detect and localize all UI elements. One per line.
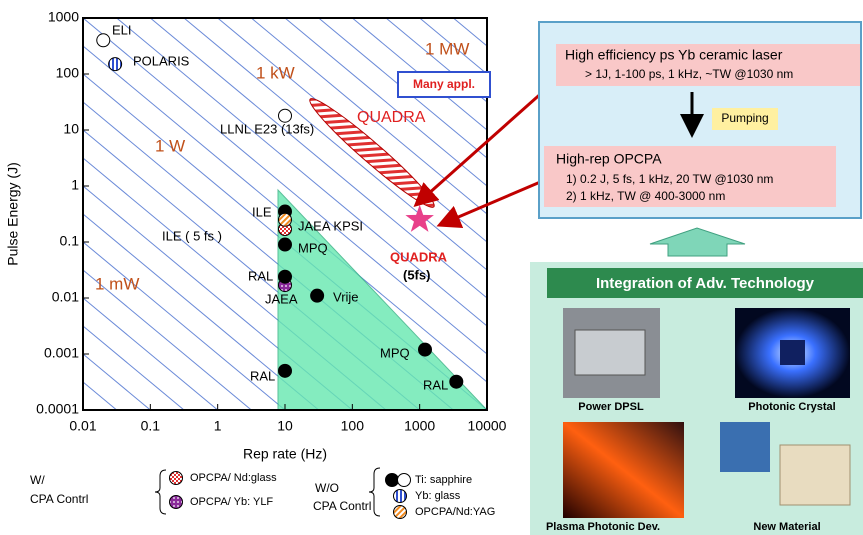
- photo-detail: [780, 340, 805, 365]
- point: [311, 289, 324, 302]
- legend-header: CPA Contrl: [313, 499, 371, 513]
- y-tick-label: 1000: [48, 9, 79, 25]
- y-tick-label: 1: [71, 177, 79, 193]
- legend-marker: [170, 472, 183, 485]
- legend-marker: [394, 490, 407, 503]
- x-tick-label: 0.1: [141, 418, 161, 434]
- caption: Power DPSL: [578, 401, 644, 413]
- opcpa-line: 1) 0.2 J, 5 fs, 1 kHz, 20 TW @1030 nm: [566, 172, 773, 186]
- quadra-label: QUADRA: [390, 249, 448, 264]
- photo-detail: [575, 330, 645, 375]
- point-label: MPQ: [380, 345, 410, 360]
- legend-label: Yb: glass: [415, 490, 461, 502]
- laser-title: High efficiency ps Yb ceramic laser: [565, 47, 783, 63]
- point: [279, 364, 292, 377]
- point-label: JAEA KPSI: [298, 218, 363, 233]
- legend-header: CPA Contrl: [30, 492, 88, 506]
- legend-marker: [386, 474, 399, 487]
- power-label: 1 kW: [256, 63, 295, 82]
- legend-label: Ti: sapphire: [415, 474, 472, 486]
- legend-marker: [170, 496, 183, 509]
- point-label: RAL: [248, 268, 273, 283]
- caption: Photonic Crystal: [748, 401, 835, 413]
- pumping: Pumping: [721, 111, 768, 125]
- point: [97, 34, 110, 47]
- point-label: ELI: [112, 22, 132, 37]
- x-tick-label: 0.01: [69, 418, 96, 434]
- integration-title: Integration of Adv. Technology: [596, 275, 815, 292]
- quadra-label: (5fs): [403, 267, 430, 282]
- caption: Plasma Photonic Dev.: [546, 521, 660, 533]
- y-tick-label: 100: [56, 65, 80, 81]
- point-label: Vrije: [333, 289, 359, 304]
- point-label: ILE: [252, 204, 272, 219]
- legend-header: W/O: [315, 481, 339, 495]
- brace: [155, 470, 166, 514]
- point-label: ILE ( 5 fs ): [162, 228, 222, 243]
- legend-label: OPCPA/Nd:YAG: [415, 506, 495, 518]
- photo: [720, 422, 770, 472]
- y-tick-label: 0.001: [44, 345, 79, 361]
- y-axis-label: Pulse Energy (J): [5, 162, 21, 265]
- point-label: RAL: [423, 377, 448, 392]
- point: [450, 375, 463, 388]
- legend-label: OPCPA/ Yb: YLF: [190, 496, 273, 508]
- up-arrow: [650, 228, 745, 256]
- point-label: POLARIS: [133, 53, 190, 68]
- point: [279, 270, 292, 283]
- slide: 1 mW 1 W 1 kW 1 MW ELI POLARIS LLNL E23 …: [0, 0, 863, 535]
- opcpa-title: High-rep OPCPA: [556, 151, 662, 167]
- power-label: 1 W: [155, 136, 185, 155]
- legend-marker: [394, 506, 407, 519]
- power-label: 1 mW: [95, 274, 139, 293]
- y-tick-label: 10: [63, 121, 79, 137]
- y-tick-label: 0.0001: [36, 401, 79, 417]
- point-label: RAL: [250, 368, 275, 383]
- x-tick-label: 1: [214, 418, 222, 434]
- point-label: JAEA: [265, 291, 298, 306]
- y-tick-label: 0.1: [60, 233, 80, 249]
- y-tick-label: 0.01: [52, 289, 79, 305]
- laser-detail: > 1J, 1-100 ps, 1 kHz, ~TW @1030 nm: [585, 67, 793, 81]
- power-label: 1 MW: [425, 39, 469, 58]
- legend-label: OPCPA/ Nd:glass: [190, 472, 277, 484]
- legend-marker: [398, 474, 411, 487]
- quadra-label: QUADRA: [357, 109, 426, 126]
- x-tick-label: 1000: [404, 418, 435, 434]
- point: [279, 238, 292, 251]
- opcpa-line: 2) 1 kHz, TW @ 400-3000 nm: [566, 189, 725, 203]
- point-label: LLNL E23 (13fs): [220, 121, 314, 136]
- legend-header: W/: [30, 473, 45, 487]
- point: [418, 343, 431, 356]
- photo: [780, 445, 850, 505]
- point: [109, 58, 122, 71]
- x-tick-label: 10000: [468, 418, 507, 434]
- photo: [563, 422, 684, 518]
- caption: New Material: [753, 521, 820, 533]
- x-tick-label: 100: [341, 418, 365, 434]
- point-label: MPQ: [298, 240, 328, 255]
- x-tick-label: 10: [277, 418, 293, 434]
- point: [279, 109, 292, 122]
- callout: Many appl.: [413, 77, 475, 91]
- x-axis-label: Rep rate (Hz): [243, 446, 327, 462]
- point: [279, 213, 292, 226]
